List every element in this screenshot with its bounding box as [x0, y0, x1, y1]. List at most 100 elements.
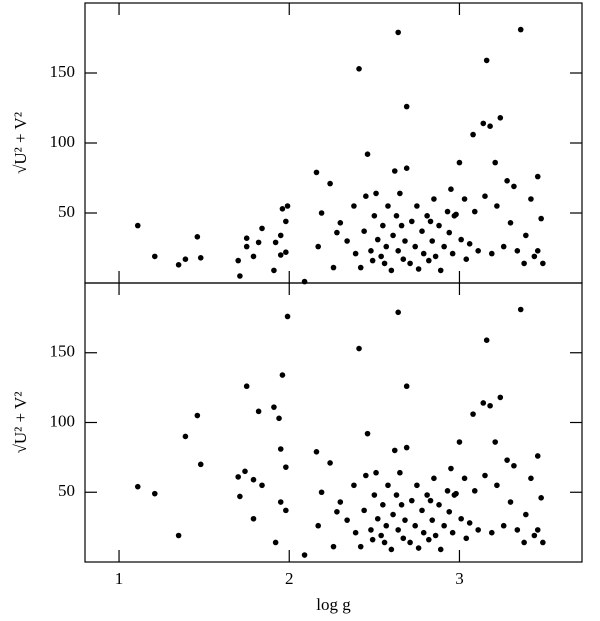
data-point	[523, 511, 529, 518]
data-point	[500, 243, 507, 250]
data-point	[313, 169, 320, 176]
data-point	[327, 460, 333, 466]
data-point	[235, 257, 241, 264]
data-point	[408, 218, 415, 225]
data-point	[407, 539, 413, 546]
data-point	[514, 527, 521, 533]
data-point	[441, 243, 447, 250]
data-point	[361, 228, 367, 234]
data-point	[483, 57, 490, 64]
data-point	[480, 120, 487, 127]
data-point	[374, 236, 381, 243]
data-point	[504, 457, 510, 463]
data-point	[403, 165, 410, 171]
data-point	[237, 493, 243, 500]
data-point	[277, 232, 284, 239]
y-tick-label: 150	[50, 62, 76, 81]
data-point	[271, 404, 277, 410]
y-axis-label: √U² + V²	[11, 392, 30, 454]
data-point	[357, 264, 364, 271]
data-point	[371, 213, 378, 219]
data-point	[395, 29, 401, 36]
data-point	[271, 267, 277, 274]
data-point	[315, 243, 321, 250]
data-point	[337, 220, 344, 226]
data-point	[446, 508, 453, 515]
data-point	[371, 492, 378, 498]
data-point	[134, 222, 141, 229]
x-axis-label: log g	[316, 595, 351, 614]
data-point	[538, 215, 544, 222]
data-point	[390, 232, 396, 239]
data-point	[277, 446, 284, 452]
data-point	[500, 522, 507, 529]
data-point	[175, 262, 182, 268]
data-point	[426, 257, 432, 264]
data-point	[284, 203, 291, 209]
data-point	[494, 482, 500, 489]
data-point	[344, 238, 350, 244]
data-point	[235, 474, 241, 480]
data-point	[531, 253, 538, 260]
data-point	[398, 222, 405, 229]
data-point	[378, 253, 384, 260]
data-point	[327, 180, 333, 187]
data-point	[492, 439, 498, 445]
data-point	[272, 239, 279, 246]
data-point	[528, 475, 534, 482]
data-point	[414, 203, 420, 209]
plot-frame	[84, 282, 583, 563]
data-point	[437, 546, 444, 553]
data-point	[380, 222, 386, 229]
data-point	[471, 208, 478, 215]
data-point	[197, 254, 204, 261]
x-tick-label: 2	[285, 569, 294, 588]
data-point	[393, 213, 400, 219]
data-point	[364, 151, 371, 157]
data-point	[334, 508, 340, 515]
data-point	[463, 535, 470, 542]
data-point	[415, 266, 422, 272]
data-point	[521, 260, 527, 267]
data-point	[487, 402, 493, 409]
data-point	[151, 253, 158, 260]
data-point	[381, 260, 388, 267]
data-point	[397, 469, 403, 476]
data-point	[424, 492, 430, 498]
data-point	[540, 539, 546, 546]
data-point	[456, 439, 463, 445]
data-point	[424, 213, 430, 219]
data-point	[279, 372, 286, 378]
data-point	[197, 461, 204, 468]
data-point	[458, 236, 464, 243]
data-point	[427, 218, 434, 225]
data-point	[250, 515, 257, 522]
data-point	[250, 253, 257, 260]
data-point	[431, 196, 437, 202]
data-point	[315, 522, 321, 529]
data-point	[391, 447, 398, 454]
data-point	[351, 203, 357, 209]
data-point	[497, 394, 504, 401]
data-point	[511, 183, 517, 190]
data-point	[466, 241, 473, 247]
data-point	[400, 535, 407, 542]
data-point	[352, 250, 359, 257]
data-point	[363, 193, 369, 199]
data-point	[488, 250, 495, 257]
data-point	[368, 248, 374, 254]
data-point	[301, 552, 308, 558]
data-point	[356, 66, 362, 72]
data-point	[449, 529, 456, 536]
data-point	[283, 249, 289, 255]
data-point	[388, 267, 395, 274]
data-point	[381, 539, 388, 546]
data-point	[242, 468, 248, 475]
data-point	[356, 345, 362, 352]
data-point	[419, 507, 425, 514]
data-point	[487, 123, 493, 129]
data-point	[378, 532, 384, 539]
data-point	[471, 488, 478, 494]
data-point	[361, 507, 367, 514]
data-point	[259, 482, 265, 489]
